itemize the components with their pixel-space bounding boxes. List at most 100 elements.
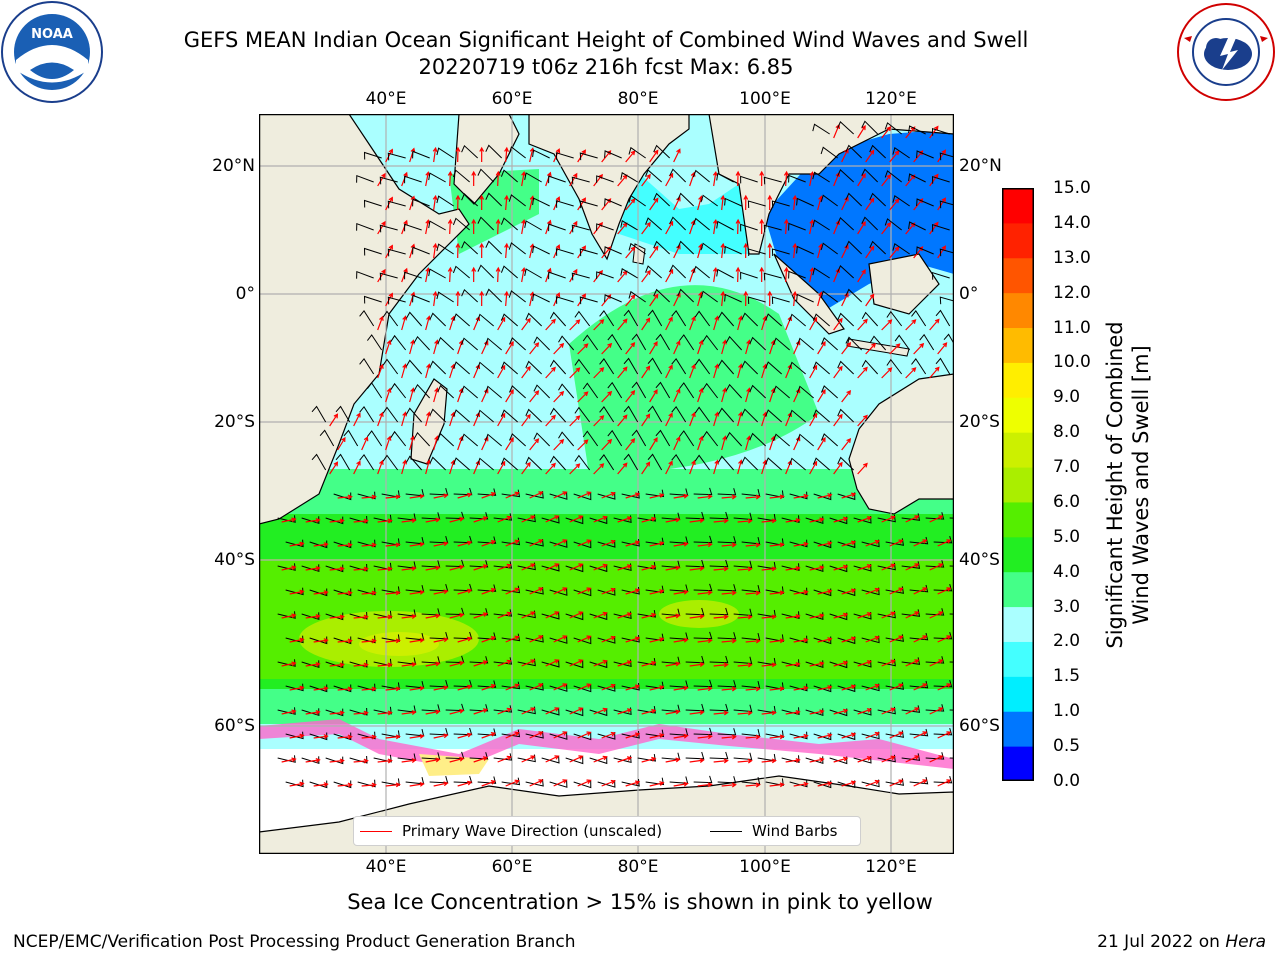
wave-direction-arrow: [569, 515, 584, 523]
wave-direction-arrow: [649, 589, 665, 595]
wind-barb: [357, 539, 376, 548]
graticule: [259, 114, 954, 854]
wave-direction-arrow: [569, 268, 578, 283]
wave-direction-arrow: [625, 150, 636, 163]
wave-direction-arrow: [713, 758, 729, 764]
wave-direction-arrow: [783, 218, 789, 235]
wind-barb: [333, 540, 352, 549]
wave-direction-arrow: [457, 588, 473, 595]
wave-direction-arrow: [649, 149, 659, 163]
wind-barb: [645, 217, 662, 231]
wind-barb: [740, 223, 758, 232]
wind-barb: [309, 540, 328, 549]
wave-direction-arrow: [479, 242, 485, 259]
wave-direction-arrow: [545, 755, 560, 763]
wave-direction-arrow: [673, 685, 689, 691]
wave-direction-arrow: [857, 269, 866, 283]
wave-direction-arrow: [377, 268, 386, 283]
wind-barb: [532, 149, 550, 159]
wave-direction-arrow: [673, 436, 681, 451]
wind-barb: [555, 248, 574, 256]
wind-barb: [763, 224, 782, 233]
lon-label-bottom-40e: 40°E: [365, 857, 407, 877]
wind-barb: [405, 455, 423, 471]
wind-barb: [301, 612, 320, 620]
wind-barb: [541, 611, 560, 620]
wind-barb: [700, 194, 718, 207]
wind-barb: [669, 168, 687, 183]
wind-barb: [277, 659, 296, 667]
wave-direction-arrow: [929, 707, 944, 715]
wind-barb: [637, 610, 657, 618]
wind-barb: [517, 562, 536, 571]
wave-direction-arrow: [457, 492, 473, 499]
wave-direction-arrow: [785, 710, 801, 715]
wind-barb: [309, 636, 328, 645]
wind-barb: [692, 169, 710, 183]
wind-barb: [741, 408, 759, 423]
wave-direction-arrow: [521, 170, 526, 187]
wind-barb: [599, 454, 615, 471]
wind-barb: [549, 359, 567, 375]
wind-barb: [677, 192, 695, 207]
wind-barb: [285, 539, 304, 548]
wind-barb: [884, 122, 902, 135]
wind-barb: [309, 780, 328, 789]
wind-barb: [335, 453, 351, 471]
wind-barb: [623, 405, 639, 423]
wave-direction-arrow: [401, 411, 407, 427]
wind-barb: [333, 780, 352, 789]
wave-direction-arrow: [409, 637, 425, 643]
wind-barb: [579, 296, 598, 305]
wind-barb: [277, 707, 296, 715]
wind-barb: [747, 200, 766, 209]
wave-direction-arrow: [401, 315, 407, 331]
wave-direction-arrow: [641, 413, 651, 427]
wave-direction-arrow: [697, 734, 713, 740]
wave-direction-arrow: [793, 589, 809, 595]
wind-barb: [909, 728, 929, 737]
wave-direction-arrow: [865, 731, 880, 739]
wave-direction-arrow: [665, 709, 681, 715]
wave-direction-arrow: [305, 710, 321, 715]
wind-barb: [461, 192, 479, 207]
colorbar-segment: [1002, 501, 1034, 538]
wind-barb: [532, 293, 550, 303]
wave-direction-arrow: [495, 218, 501, 235]
wind-barb: [429, 456, 447, 471]
wave-direction-arrow: [881, 515, 896, 523]
wave-direction-arrow: [937, 539, 952, 547]
wave-direction-arrow: [401, 363, 407, 379]
wave-direction-arrow: [889, 635, 904, 643]
wave-direction-arrow: [529, 438, 540, 451]
wave-direction-arrow: [361, 436, 369, 451]
wave-direction-arrow: [713, 518, 729, 524]
wind-barb: [892, 242, 910, 255]
wind-barb: [558, 383, 575, 399]
wind-barb: [525, 779, 544, 787]
wave-direction-arrow: [377, 614, 393, 620]
wave-direction-arrow: [881, 707, 896, 715]
wind-barb: [379, 176, 398, 185]
lon-label-top-100e: 100°E: [739, 89, 791, 109]
wind-barb: [301, 564, 320, 572]
wind-barb: [589, 516, 608, 525]
wave-direction-arrow: [545, 515, 560, 523]
wave-direction-arrow: [281, 613, 297, 619]
wave-direction-arrow: [713, 411, 719, 427]
wind-barb: [853, 515, 872, 524]
wave-direction-arrow: [313, 734, 329, 739]
wind-barb: [724, 245, 742, 255]
wind-barb: [574, 310, 591, 327]
wave-direction-arrow: [569, 463, 581, 475]
wave-direction-arrow: [385, 292, 393, 307]
wave-direction-arrow: [743, 290, 749, 307]
wind-barb: [781, 515, 800, 523]
wave-direction-arrow: [481, 340, 489, 355]
wind-barb: [692, 265, 710, 279]
wind-barb: [709, 607, 729, 616]
wind-barb: [555, 152, 574, 160]
wave-direction-arrow: [457, 540, 473, 547]
wave-direction-arrow: [377, 566, 393, 572]
wave-direction-arrow: [433, 589, 449, 595]
